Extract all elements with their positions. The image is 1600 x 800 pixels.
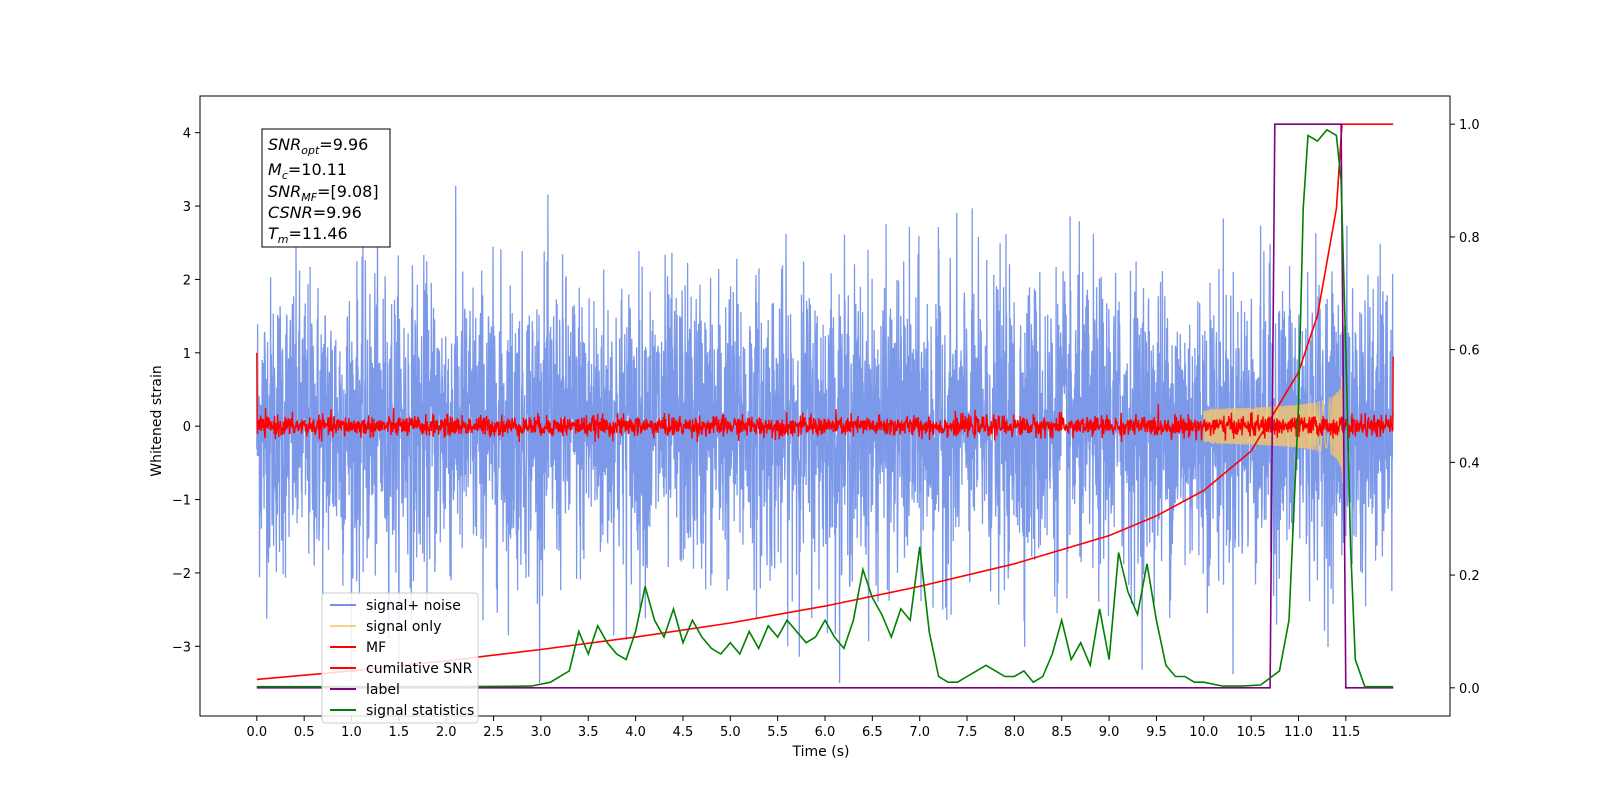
x-tick-label: 2.5 [483, 725, 504, 740]
y-axis-right: 1.0 0.8 0.6 0.4 0.2 0.0 [1450, 118, 1480, 697]
y-tick-label: 0 [183, 420, 191, 435]
series-mf-line [256, 352, 1394, 443]
legend-label: MF [366, 640, 386, 656]
series-layer [256, 123, 1394, 689]
info-line-tm: Tm=11.46 [268, 224, 348, 246]
y2-tick-label: 0.4 [1459, 456, 1480, 471]
x-tick-label: 0.5 [294, 725, 315, 740]
series-cumulative-snr-line [256, 123, 1394, 681]
x-tick-label: 9.5 [1146, 725, 1167, 740]
info-line-snr-opt: SNRopt=9.96 [268, 135, 368, 157]
x-tick-label: 11.5 [1331, 725, 1360, 740]
x-tick-label: 5.0 [720, 725, 741, 740]
info-line-csnr: CSNR=9.96 [268, 203, 362, 222]
x-tick-label: 8.0 [1004, 725, 1025, 740]
x-tick-label: 4.0 [625, 725, 646, 740]
x-axis-label: Time (s) [792, 744, 850, 760]
legend-label: label [366, 682, 400, 698]
legend-frame [321, 592, 479, 724]
x-tick-label: 10.5 [1237, 725, 1266, 740]
x-tick-label: 6.5 [862, 725, 883, 740]
legend-label: signal+ noise [366, 598, 461, 614]
x-tick-label: 10.0 [1189, 725, 1218, 740]
x-tick-label: 3.5 [578, 725, 599, 740]
legend-label: signal statistics [366, 703, 474, 719]
y2-tick-label: 0.0 [1459, 682, 1480, 697]
y2-tick-label: 0.6 [1459, 344, 1480, 359]
x-tick-label: 11.0 [1284, 725, 1313, 740]
x-tick-label: 2.0 [436, 725, 457, 740]
y-tick-label: −2 [172, 567, 191, 582]
x-tick-label: 7.0 [909, 725, 930, 740]
x-tick-label: 8.5 [1051, 725, 1072, 740]
info-line-mc: Mc=10.11 [268, 160, 347, 182]
info-line-snr-mf: SNRMF=[9.08] [268, 182, 379, 204]
x-tick-label: 1.0 [341, 725, 362, 740]
x-tick-label: 5.5 [767, 725, 788, 740]
legend: signal+ noise signal only MF cumilative SNR… [321, 592, 479, 724]
x-tick-label: 7.5 [957, 725, 978, 740]
y-tick-label: −1 [172, 494, 191, 509]
y2-tick-label: 1.0 [1459, 118, 1480, 133]
info-box-frame [261, 128, 391, 248]
info-box: SNRopt=9.96 Mc=10.11 SNRMF=[9.08] CSNR=9… [261, 128, 391, 248]
series-signal-only-line [1203, 375, 1344, 483]
x-tick-label: 6.0 [815, 725, 836, 740]
legend-label: signal only [366, 619, 441, 635]
y-tick-label: 4 [183, 127, 191, 142]
y-tick-label: 3 [183, 200, 191, 215]
x-axis: 0.0 0.5 1.0 1.5 2.0 2.5 3.0 3.5 4.0 4.5 5.0 5.5 6.0 6… [246, 716, 1360, 740]
x-tick-label: 9.0 [1099, 725, 1120, 740]
series-label-line [256, 123, 1394, 689]
y-tick-label: −3 [172, 640, 191, 655]
x-tick-label: 1.5 [389, 725, 410, 740]
y-tick-label: 1 [183, 347, 191, 362]
x-tick-label: 0.0 [246, 725, 267, 740]
legend-label: cumilative SNR [366, 661, 473, 677]
y2-tick-label: 0.2 [1459, 569, 1480, 584]
y-tick-label: 2 [183, 273, 191, 288]
y2-tick-label: 0.8 [1459, 231, 1480, 246]
y-axis-label: Whitened strain [149, 365, 165, 476]
x-tick-label: 3.0 [531, 725, 552, 740]
x-tick-label: 4.5 [673, 725, 694, 740]
series-signal-statistics-line [256, 128, 1394, 688]
y-axis-left: 4 3 2 1 0 −1 −2 −3 [172, 127, 200, 655]
